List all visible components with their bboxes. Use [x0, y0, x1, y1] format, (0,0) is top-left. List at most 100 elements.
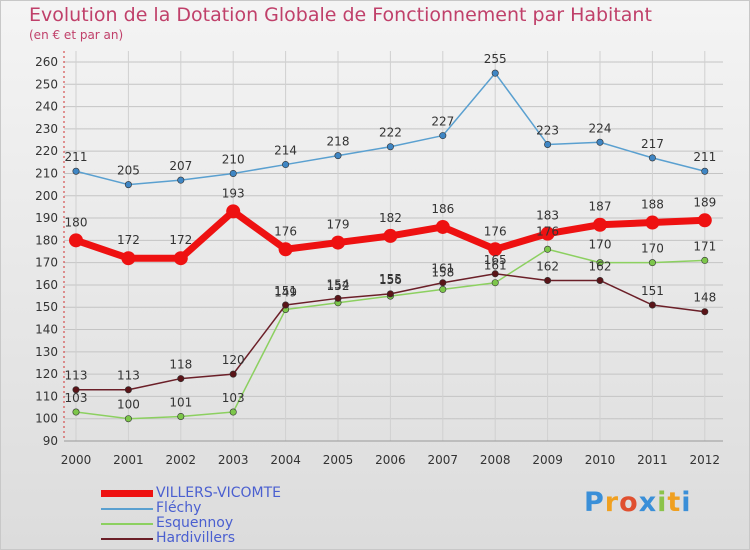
- data-label-villers-vicomte-2011: 188: [641, 198, 664, 212]
- series-point-fl-chy-2008: [491, 69, 499, 77]
- series-point-hardivillers-2007: [439, 279, 447, 287]
- x-tick-label-2012: 2012: [690, 453, 721, 467]
- y-tick-label-250: 250: [35, 77, 58, 91]
- data-label-esquennoy-2007: 158: [431, 265, 454, 279]
- series-point-esquennoy-2000: [72, 408, 80, 416]
- data-label-esquennoy-2012: 171: [693, 239, 716, 253]
- series-point-hardivillers-2008: [491, 270, 499, 278]
- data-label-hardivillers-2010: 162: [589, 259, 612, 273]
- data-label-hardivillers-2005: 154: [327, 277, 350, 291]
- legend-swatch-esquennoy: [101, 523, 153, 525]
- x-tick-label-2010: 2010: [585, 453, 616, 467]
- y-tick-label-160: 160: [35, 278, 58, 292]
- brand-letter: i: [681, 487, 692, 518]
- series-point-villers-vicomte-2006: [383, 228, 398, 243]
- data-label-fl-chy-2009: 223: [536, 123, 559, 137]
- data-label-esquennoy-2000: 103: [65, 391, 88, 405]
- series-point-villers-vicomte-2003: [226, 204, 241, 219]
- data-label-hardivillers-2000: 113: [65, 369, 88, 383]
- data-label-fl-chy-2003: 210: [222, 152, 245, 166]
- chart-data-labels: 211 205 207 210 214 218 222 227 255 223 224 217 211 1…: [65, 52, 717, 412]
- data-label-villers-vicomte-2007: 186: [431, 202, 454, 216]
- series-point-fl-chy-2012: [701, 167, 709, 175]
- chart-axes: 90 100 110 120 130 140 150 160 170 180 190 200 210 22…: [35, 51, 723, 467]
- legend-swatch-villers-vicomte: [101, 490, 153, 497]
- series-point-villers-vicomte-2002: [173, 251, 188, 266]
- data-label-villers-vicomte-2001: 172: [117, 233, 140, 247]
- brand-letter: r: [604, 487, 620, 518]
- series-point-hardivillers-2011: [648, 301, 656, 309]
- data-label-fl-chy-2010: 224: [589, 121, 612, 135]
- brand-letter: o: [619, 487, 639, 518]
- data-label-fl-chy-2004: 214: [274, 144, 297, 158]
- y-tick-label-120: 120: [35, 367, 58, 381]
- data-label-villers-vicomte-2008: 176: [484, 224, 507, 238]
- series-point-villers-vicomte-2012: [697, 213, 712, 228]
- x-tick-label-2003: 2003: [218, 453, 249, 467]
- x-tick-label-2004: 2004: [270, 453, 301, 467]
- data-label-villers-vicomte-2006: 182: [379, 211, 402, 225]
- y-tick-label-110: 110: [35, 389, 58, 403]
- data-label-fl-chy-2008: 255: [484, 52, 507, 66]
- brand-letter: i: [657, 487, 668, 518]
- data-label-hardivillers-2002: 118: [169, 358, 192, 372]
- y-tick-label-210: 210: [35, 166, 58, 180]
- series-point-hardivillers-2005: [334, 294, 342, 302]
- data-label-esquennoy-2004: 149: [274, 285, 297, 299]
- series-point-hardivillers-2009: [544, 276, 552, 284]
- series-point-villers-vicomte-2001: [121, 251, 136, 266]
- series-point-fl-chy-2006: [386, 143, 394, 151]
- data-label-fl-chy-2001: 205: [117, 164, 140, 178]
- data-label-esquennoy-2001: 100: [117, 398, 140, 412]
- data-label-fl-chy-2007: 227: [431, 115, 454, 129]
- series-point-fl-chy-2001: [124, 181, 132, 189]
- chart-series: [69, 69, 712, 423]
- series-point-esquennoy-2009: [544, 245, 552, 253]
- data-label-hardivillers-2012: 148: [693, 291, 716, 305]
- data-label-fl-chy-2012: 211: [693, 150, 716, 164]
- data-label-esquennoy-2008: 161: [484, 259, 507, 273]
- data-label-esquennoy-2005: 152: [327, 279, 350, 293]
- series-point-hardivillers-2003: [229, 370, 237, 378]
- series-point-esquennoy-2010: [596, 259, 604, 267]
- series-point-fl-chy-2004: [282, 161, 290, 169]
- legend-label-hardivillers: Hardivillers: [156, 530, 236, 546]
- legend-label-villers-vicomte: VILLERS-VICOMTE: [156, 485, 281, 501]
- series-point-esquennoy-2012: [701, 256, 709, 264]
- data-label-esquennoy-2003: 103: [222, 391, 245, 405]
- data-label-hardivillers-2001: 113: [117, 369, 140, 383]
- data-label-fl-chy-2002: 207: [169, 159, 192, 173]
- chart-subtitle: (en € et par an): [29, 28, 124, 42]
- data-label-hardivillers-2006: 156: [379, 273, 402, 287]
- series-point-hardivillers-2010: [596, 276, 604, 284]
- series-point-hardivillers-2002: [177, 375, 185, 383]
- data-label-villers-vicomte-2005: 179: [327, 218, 350, 232]
- x-tick-label-2001: 2001: [113, 453, 144, 467]
- data-label-fl-chy-2006: 222: [379, 126, 402, 140]
- brand-letter: x: [638, 487, 658, 518]
- series-point-villers-vicomte-2004: [278, 242, 293, 257]
- series-point-esquennoy-2011: [648, 259, 656, 267]
- data-label-hardivillers-2009: 162: [536, 259, 559, 273]
- series-point-esquennoy-2003: [229, 408, 237, 416]
- data-label-hardivillers-2007: 161: [431, 262, 454, 276]
- x-tick-label-2005: 2005: [323, 453, 354, 467]
- series-point-esquennoy-2002: [177, 412, 185, 420]
- data-label-villers-vicomte-2009: 183: [536, 209, 559, 223]
- y-tick-label-90: 90: [43, 434, 58, 448]
- series-point-fl-chy-2010: [596, 138, 604, 146]
- series-point-hardivillers-2006: [386, 290, 394, 298]
- y-tick-label-230: 230: [35, 122, 58, 136]
- series-point-fl-chy-2003: [229, 169, 237, 177]
- series-point-fl-chy-2009: [544, 140, 552, 148]
- series-point-fl-chy-2011: [648, 154, 656, 162]
- chart-title: Evolution de la Dotation Globale de Fonc…: [29, 4, 652, 26]
- brand-letter: P: [584, 487, 605, 518]
- data-label-fl-chy-2005: 218: [327, 135, 350, 149]
- y-tick-label-140: 140: [35, 323, 58, 337]
- series-point-fl-chy-2000: [72, 167, 80, 175]
- data-label-villers-vicomte-2010: 187: [589, 200, 612, 214]
- data-label-esquennoy-2002: 101: [169, 395, 192, 409]
